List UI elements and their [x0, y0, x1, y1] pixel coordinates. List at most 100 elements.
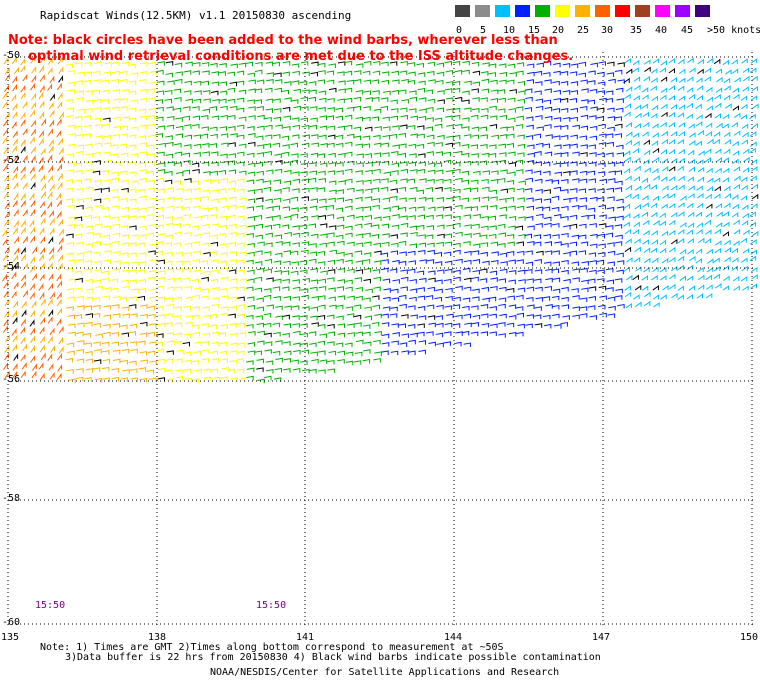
wind-barb — [489, 115, 498, 120]
wind-barb — [670, 130, 678, 137]
wind-barb — [472, 223, 480, 229]
wind-barb — [714, 148, 722, 154]
wind-barb — [356, 162, 364, 167]
wind-barb — [616, 198, 624, 204]
wind-barb — [363, 232, 371, 238]
wind-barb — [463, 286, 472, 292]
wind-barb — [56, 298, 62, 307]
wind-barb — [552, 277, 561, 283]
wind-barb — [320, 233, 328, 239]
wind-barb — [364, 315, 373, 321]
wind-barb — [589, 260, 597, 265]
wind-barb — [407, 79, 416, 85]
wind-barb — [76, 340, 85, 345]
wind-barb — [392, 279, 400, 284]
wind-barb — [437, 233, 445, 239]
wind-barb — [164, 260, 173, 266]
wind-barb — [272, 350, 281, 356]
wind-barb — [363, 349, 371, 354]
wind-barb — [113, 161, 121, 167]
wind-barb — [309, 106, 318, 111]
wind-barb — [650, 202, 658, 209]
wind-barb — [335, 142, 344, 148]
wind-barb — [356, 153, 364, 158]
wind-barb — [596, 116, 605, 121]
wind-barb — [31, 74, 37, 83]
wind-barb — [661, 185, 669, 191]
wind-barb — [398, 152, 406, 158]
wind-barb — [326, 359, 335, 365]
wind-barb — [715, 167, 722, 174]
wind-barb — [183, 70, 192, 75]
wind-barb — [705, 112, 712, 119]
wind-barb — [347, 268, 355, 274]
wind-barb — [480, 331, 489, 336]
wind-barb — [329, 189, 337, 195]
wind-barb — [121, 234, 130, 239]
wind-barb — [364, 222, 372, 228]
wind-barb — [68, 278, 76, 283]
wind-barb — [183, 333, 192, 338]
wind-barb — [750, 175, 757, 181]
wind-barb — [48, 138, 54, 147]
wind-barb — [302, 71, 310, 77]
wind-barb — [40, 190, 46, 199]
wind-barb — [382, 306, 391, 311]
wind-barb — [320, 270, 328, 276]
wind-barb — [210, 90, 219, 96]
wind-barb — [49, 75, 55, 84]
wind-barb — [128, 144, 137, 150]
wind-barb — [4, 84, 10, 92]
wind-barb — [470, 331, 479, 337]
wind-barb — [608, 78, 616, 84]
wind-barb — [650, 211, 658, 218]
wind-barb — [12, 83, 18, 92]
wind-barb — [678, 68, 686, 75]
wind-barb — [120, 341, 128, 347]
wind-barb — [516, 187, 525, 193]
wind-barb — [236, 107, 245, 113]
wind-barb — [255, 135, 264, 141]
wind-barb — [445, 115, 453, 121]
wind-barb — [452, 107, 461, 113]
wind-barb — [498, 97, 506, 103]
wind-barb — [416, 270, 425, 276]
wind-barb — [30, 56, 36, 64]
wind-barb — [516, 294, 524, 300]
wind-barb — [651, 104, 659, 111]
wind-barb — [464, 107, 472, 112]
wind-barb — [247, 72, 255, 78]
wind-barb — [346, 187, 355, 193]
wind-barb — [201, 276, 209, 282]
wind-barb — [732, 87, 740, 93]
wind-barb — [491, 134, 499, 140]
wind-barb — [624, 228, 632, 235]
wind-barb — [210, 170, 218, 176]
wind-barb — [140, 359, 148, 365]
wind-barb — [209, 106, 217, 111]
wind-barb — [247, 162, 256, 168]
wind-barb — [210, 151, 219, 156]
wind-barb — [398, 89, 407, 95]
wind-barb — [29, 282, 35, 291]
wind-barb — [273, 116, 282, 122]
wind-barb — [92, 367, 101, 372]
wind-barb — [425, 89, 433, 95]
wind-barb — [247, 216, 255, 221]
wind-barb — [696, 159, 704, 165]
wind-barb — [239, 224, 247, 230]
wind-barb — [120, 377, 128, 382]
wind-barb — [723, 148, 731, 155]
wind-barb — [597, 71, 605, 77]
wind-barb — [254, 261, 263, 266]
wind-barb — [526, 79, 534, 84]
wind-barb — [434, 261, 443, 266]
wind-barb — [345, 342, 353, 348]
wind-barb — [102, 377, 110, 383]
wind-barb — [3, 290, 9, 298]
wind-barb — [20, 318, 26, 327]
wind-barb — [101, 350, 110, 355]
wind-barb — [310, 152, 319, 158]
wind-barb — [660, 149, 668, 155]
wind-barb — [473, 213, 481, 219]
